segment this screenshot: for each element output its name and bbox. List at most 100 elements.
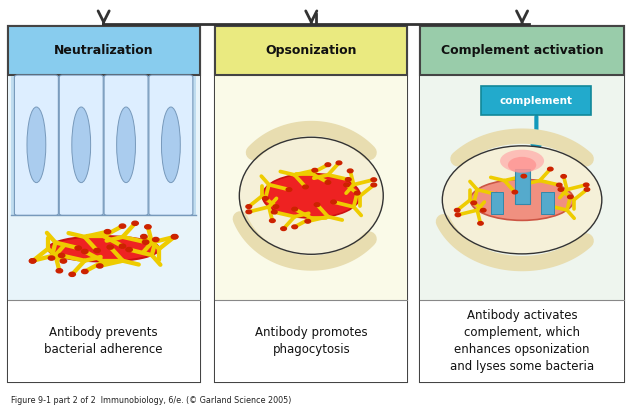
Circle shape xyxy=(344,183,349,187)
Circle shape xyxy=(97,264,103,268)
Circle shape xyxy=(521,174,526,178)
Ellipse shape xyxy=(470,179,574,220)
Circle shape xyxy=(60,259,66,263)
Circle shape xyxy=(346,178,351,181)
Circle shape xyxy=(545,204,550,207)
Ellipse shape xyxy=(161,107,180,183)
Circle shape xyxy=(48,256,55,260)
Circle shape xyxy=(104,229,111,234)
Bar xyxy=(8,26,200,382)
Circle shape xyxy=(348,169,353,173)
Circle shape xyxy=(305,220,310,223)
Circle shape xyxy=(292,225,298,229)
Bar xyxy=(8,300,200,382)
Circle shape xyxy=(119,244,126,248)
Circle shape xyxy=(29,259,36,263)
Ellipse shape xyxy=(27,107,46,183)
Circle shape xyxy=(558,188,564,191)
Circle shape xyxy=(568,195,573,199)
Circle shape xyxy=(325,163,331,166)
Text: Antibody activates
complement, which
enhances opsonization
and lyses some bacter: Antibody activates complement, which enh… xyxy=(450,309,594,373)
Circle shape xyxy=(512,190,518,194)
Bar xyxy=(8,75,200,300)
Circle shape xyxy=(246,205,252,208)
FancyBboxPatch shape xyxy=(482,86,592,115)
Bar xyxy=(420,75,624,300)
Circle shape xyxy=(292,207,298,211)
Bar xyxy=(8,26,200,75)
Circle shape xyxy=(269,219,275,222)
Circle shape xyxy=(355,191,360,195)
Ellipse shape xyxy=(117,107,135,183)
Circle shape xyxy=(557,183,562,187)
Bar xyxy=(420,300,624,382)
Circle shape xyxy=(30,259,36,263)
Circle shape xyxy=(547,167,553,171)
Circle shape xyxy=(303,185,308,189)
Text: Figure 9-1 part 2 of 2  Immunobiology, 6/e. (© Garland Science 2005): Figure 9-1 part 2 of 2 Immunobiology, 6/… xyxy=(11,396,291,405)
Circle shape xyxy=(336,161,342,165)
Circle shape xyxy=(171,235,178,239)
Circle shape xyxy=(141,234,147,239)
Circle shape xyxy=(281,227,286,230)
Text: Antibody prevents
bacterial adherence: Antibody prevents bacterial adherence xyxy=(44,326,163,356)
Bar xyxy=(420,26,624,75)
Circle shape xyxy=(455,213,461,217)
Circle shape xyxy=(371,183,377,187)
Text: Complement activation: Complement activation xyxy=(441,44,604,57)
Ellipse shape xyxy=(442,146,602,254)
Circle shape xyxy=(584,188,590,191)
Bar xyxy=(216,75,407,300)
Ellipse shape xyxy=(48,236,159,262)
Circle shape xyxy=(94,248,100,253)
Bar xyxy=(216,26,407,75)
Bar xyxy=(490,192,503,214)
Circle shape xyxy=(371,178,377,182)
Circle shape xyxy=(325,180,331,184)
Circle shape xyxy=(152,237,159,241)
Ellipse shape xyxy=(72,107,90,183)
Circle shape xyxy=(107,245,114,249)
Circle shape xyxy=(480,208,486,212)
Circle shape xyxy=(471,201,477,205)
Ellipse shape xyxy=(262,173,360,218)
Bar xyxy=(216,300,407,382)
Text: Antibody promotes
phagocytosis: Antibody promotes phagocytosis xyxy=(255,326,368,356)
Circle shape xyxy=(82,249,88,253)
Ellipse shape xyxy=(508,157,536,173)
Circle shape xyxy=(454,208,460,212)
Circle shape xyxy=(145,225,151,229)
Circle shape xyxy=(171,234,178,239)
Ellipse shape xyxy=(500,150,544,172)
Circle shape xyxy=(561,175,566,178)
Circle shape xyxy=(478,222,483,225)
Circle shape xyxy=(273,205,279,208)
Circle shape xyxy=(58,253,65,258)
Circle shape xyxy=(583,183,589,187)
Circle shape xyxy=(75,246,82,250)
Circle shape xyxy=(56,269,63,273)
FancyBboxPatch shape xyxy=(59,75,103,215)
Circle shape xyxy=(142,240,149,244)
Bar xyxy=(514,169,530,204)
FancyBboxPatch shape xyxy=(149,75,193,215)
Circle shape xyxy=(331,200,336,204)
Circle shape xyxy=(263,197,268,200)
Circle shape xyxy=(494,192,499,196)
Circle shape xyxy=(246,210,252,214)
Text: Neutralization: Neutralization xyxy=(54,44,154,57)
FancyBboxPatch shape xyxy=(15,75,58,215)
Circle shape xyxy=(314,203,320,206)
FancyBboxPatch shape xyxy=(104,75,148,215)
Circle shape xyxy=(272,210,277,214)
Circle shape xyxy=(69,272,75,276)
Circle shape xyxy=(286,188,292,192)
Circle shape xyxy=(82,269,88,274)
Bar xyxy=(216,26,407,382)
Bar xyxy=(420,26,624,382)
Bar xyxy=(11,77,197,215)
Circle shape xyxy=(126,248,132,252)
Text: Opsonization: Opsonization xyxy=(265,44,357,57)
Circle shape xyxy=(132,221,138,225)
Circle shape xyxy=(119,224,126,228)
